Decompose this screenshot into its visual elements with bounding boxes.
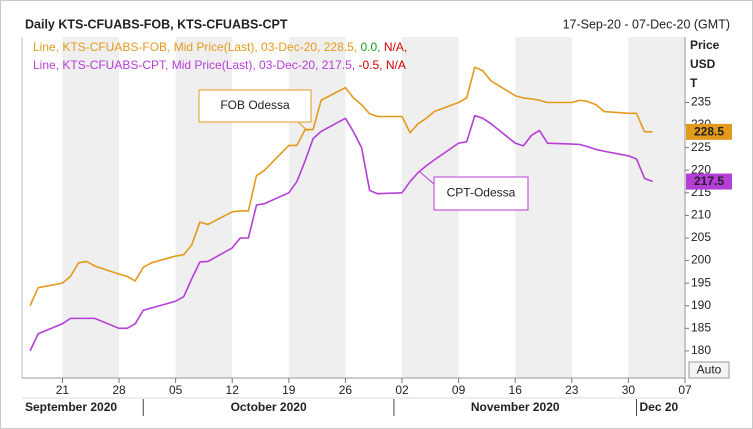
x-tick-label: 12 bbox=[226, 383, 240, 397]
month-label: October 2020 bbox=[231, 400, 307, 414]
auto-button[interactable] bbox=[688, 361, 730, 379]
week-stripes bbox=[62, 37, 685, 378]
x-tick-label: 21 bbox=[56, 383, 70, 397]
chart-title: Daily KTS-CFUABS-FOB, KTS-CFUABS-CPT bbox=[25, 17, 288, 31]
month-label: November 2020 bbox=[471, 400, 560, 414]
date-range: 17-Sep-20 - 07-Dec-20 (GMT) bbox=[563, 17, 730, 31]
y-axis-label: T bbox=[690, 76, 698, 90]
legend-change: -0.5, bbox=[358, 58, 382, 72]
legend-change-pct: N/A bbox=[386, 58, 406, 72]
y-tick-label: 210 bbox=[691, 208, 711, 222]
x-tick-label: 28 bbox=[112, 383, 126, 397]
week-stripe bbox=[175, 37, 233, 378]
x-tick-label: 16 bbox=[509, 383, 523, 397]
series-line bbox=[29, 114, 653, 352]
week-stripe bbox=[62, 37, 120, 378]
y-tick-label: 185 bbox=[691, 320, 711, 334]
x-tick-label: 23 bbox=[565, 383, 579, 397]
series-line bbox=[29, 66, 653, 307]
annotation-box bbox=[198, 89, 312, 123]
month-label: September 2020 bbox=[25, 400, 117, 414]
last-value-label: 217.5 bbox=[694, 174, 724, 188]
plot-background bbox=[22, 37, 685, 378]
y-tick-label: 190 bbox=[691, 298, 711, 312]
legend-name: Line, KTS-CFUABS-CPT, Mid Price(Last), 0… bbox=[33, 58, 355, 72]
legend-entry: Line, KTS-CFUABS-FOB, Mid Price(Last), 0… bbox=[33, 40, 407, 54]
annotation-text: CPT-Odessa bbox=[447, 186, 516, 200]
legend-entry: Line, KTS-CFUABS-CPT, Mid Price(Last), 0… bbox=[33, 58, 406, 72]
y-axis-label: Price bbox=[690, 38, 720, 52]
x-tick-label: 26 bbox=[339, 383, 353, 397]
y-tick-label: 200 bbox=[691, 253, 711, 267]
week-stripe bbox=[288, 37, 346, 378]
y-axis-label: USD bbox=[690, 57, 716, 71]
annotation-box bbox=[433, 176, 529, 211]
legend-change: 0.0, bbox=[360, 40, 380, 54]
week-stripe bbox=[628, 37, 685, 378]
y-tick-label: 225 bbox=[691, 140, 711, 154]
month-label: Dec 20 bbox=[639, 400, 678, 414]
last-value-box bbox=[686, 123, 732, 140]
y-tick-label: 195 bbox=[691, 275, 711, 289]
annotation-leader bbox=[419, 171, 435, 185]
last-value-box bbox=[686, 173, 732, 190]
legend-name: Line, KTS-CFUABS-FOB, Mid Price(Last), 0… bbox=[33, 40, 357, 54]
x-tick-label: 09 bbox=[452, 383, 466, 397]
annotation-text: FOB Odessa bbox=[220, 98, 290, 112]
x-tick-label: 07 bbox=[678, 383, 692, 397]
auto-button-label[interactable]: Auto bbox=[697, 363, 722, 377]
last-value-label: 228.5 bbox=[694, 125, 724, 139]
y-tick-label: 235 bbox=[691, 95, 711, 109]
y-tick-label: 220 bbox=[691, 162, 711, 176]
y-tick-label: 180 bbox=[691, 343, 711, 357]
x-tick-label: 19 bbox=[282, 383, 296, 397]
legend-change-pct: N/A, bbox=[384, 40, 407, 54]
x-tick-label: 30 bbox=[622, 383, 636, 397]
x-tick-label: 05 bbox=[169, 383, 183, 397]
x-tick-label: 02 bbox=[395, 383, 409, 397]
y-tick-label: 205 bbox=[691, 230, 711, 244]
annotation-leader bbox=[297, 121, 309, 132]
